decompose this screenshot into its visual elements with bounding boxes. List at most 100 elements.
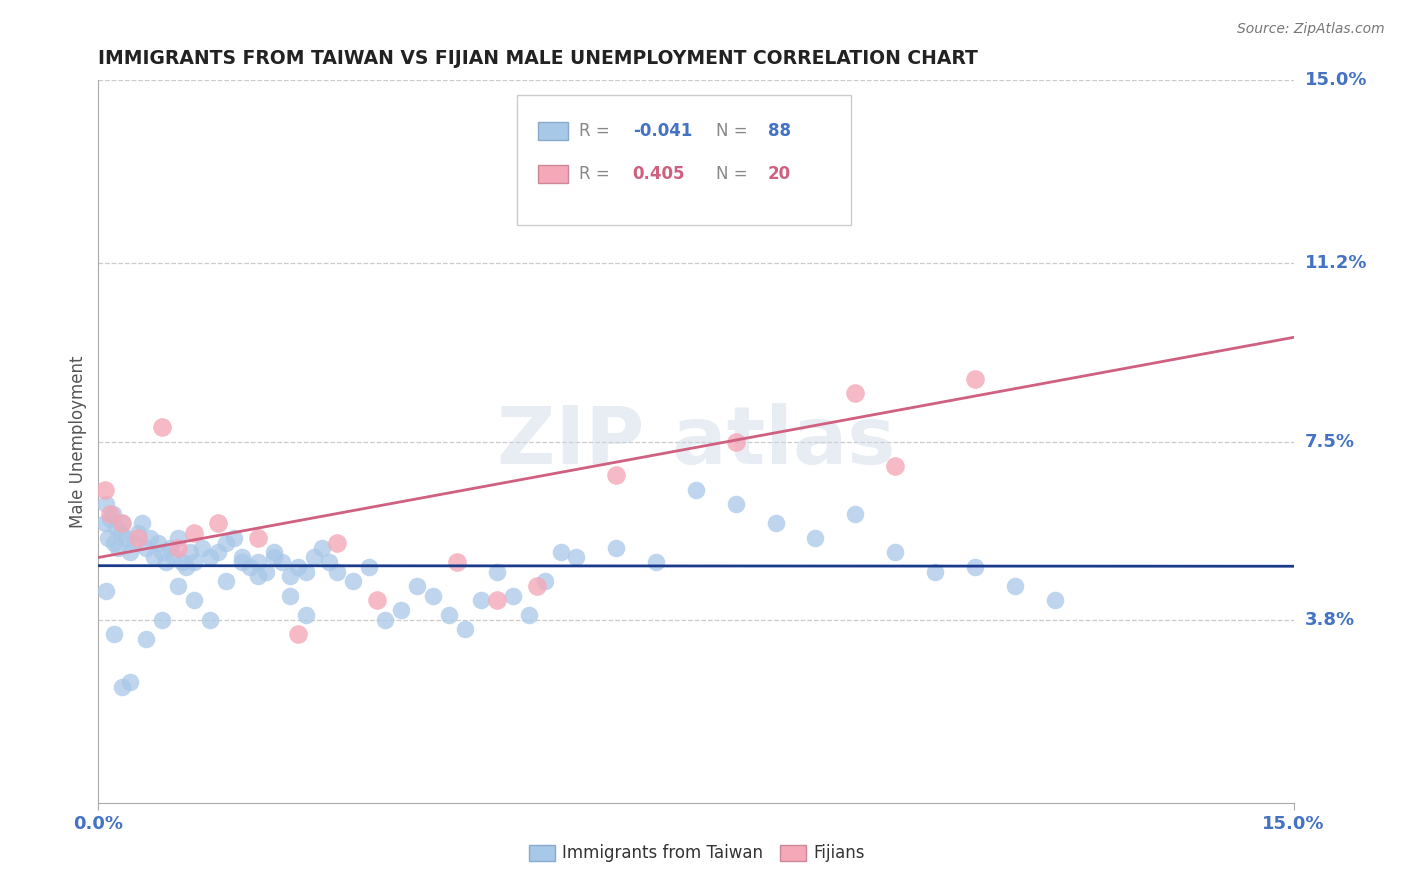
Text: Immigrants from Taiwan: Immigrants from Taiwan [562, 845, 763, 863]
Point [685, 483, 707, 497]
Point [120, 675, 142, 690]
Text: 3.8%: 3.8% [1305, 611, 1355, 629]
Point [96, 497, 118, 511]
Point [207, 545, 229, 559]
Point [110, 526, 132, 541]
Point [605, 541, 627, 555]
Point [127, 531, 149, 545]
Point [342, 574, 364, 589]
Point [924, 565, 946, 579]
Point [533, 574, 555, 589]
Point [120, 545, 142, 559]
Point [94, 516, 117, 531]
Point [844, 507, 866, 521]
FancyBboxPatch shape [517, 95, 852, 225]
Point [422, 589, 444, 603]
Point [254, 565, 277, 579]
Point [884, 545, 907, 559]
Point [98, 507, 122, 521]
Point [645, 555, 668, 569]
Point [294, 607, 316, 622]
Point [765, 516, 787, 531]
Point [179, 545, 201, 559]
Point [326, 565, 349, 579]
Point [167, 579, 190, 593]
Point [446, 555, 468, 569]
Point [311, 541, 333, 555]
Point [107, 541, 129, 555]
Point [124, 535, 146, 549]
Point [239, 559, 262, 574]
Text: R =: R = [579, 165, 614, 183]
Point [198, 550, 221, 565]
Point [143, 550, 166, 565]
Point [502, 589, 524, 603]
Point [183, 526, 205, 541]
Point [207, 516, 229, 531]
Point [1004, 579, 1026, 593]
Point [191, 541, 214, 555]
Text: 15.0%: 15.0% [1305, 71, 1367, 89]
Text: N =: N = [716, 122, 754, 140]
Point [326, 535, 349, 549]
Point [198, 613, 221, 627]
Point [724, 497, 747, 511]
Bar [529, 846, 555, 862]
Text: IMMIGRANTS FROM TAIWAN VS FIJIAN MALE UNEMPLOYMENT CORRELATION CHART: IMMIGRANTS FROM TAIWAN VS FIJIAN MALE UN… [98, 48, 979, 68]
Text: 7.5%: 7.5% [1305, 433, 1354, 450]
Point [215, 574, 238, 589]
Point [605, 468, 627, 483]
Point [222, 531, 245, 545]
Point [139, 531, 162, 545]
Point [131, 516, 153, 531]
Point [366, 593, 388, 607]
Point [302, 550, 325, 565]
Point [246, 531, 269, 545]
Text: 88: 88 [768, 122, 790, 140]
Text: N =: N = [716, 165, 754, 183]
Point [565, 550, 588, 565]
Point [98, 511, 122, 525]
Point [437, 607, 460, 622]
Point [150, 545, 173, 559]
Point [804, 531, 827, 545]
Point [406, 579, 429, 593]
Point [135, 632, 157, 646]
Point [159, 541, 181, 555]
Point [263, 545, 285, 559]
Point [150, 420, 173, 434]
Point [215, 535, 238, 549]
Point [94, 483, 117, 497]
Text: 0.405: 0.405 [633, 165, 685, 183]
Point [485, 593, 508, 607]
Point [359, 559, 381, 574]
Point [103, 535, 125, 549]
Point [111, 516, 134, 531]
Text: Fijians: Fijians [813, 845, 865, 863]
Text: Source: ZipAtlas.com: Source: ZipAtlas.com [1237, 22, 1385, 37]
Point [97, 531, 120, 545]
Text: 11.2%: 11.2% [1305, 254, 1367, 272]
Point [103, 627, 125, 641]
Point [101, 507, 124, 521]
Point [963, 372, 986, 386]
Point [246, 569, 269, 583]
Point [526, 579, 548, 593]
Point [127, 526, 149, 541]
Y-axis label: Male Unemployment: Male Unemployment [69, 355, 87, 528]
Text: 20: 20 [768, 165, 790, 183]
Point [148, 535, 170, 549]
Point [104, 521, 127, 535]
Point [231, 550, 253, 565]
Bar [538, 165, 568, 183]
Point [246, 555, 269, 569]
Point [374, 613, 396, 627]
Point [231, 555, 253, 569]
Point [167, 531, 190, 545]
Point [724, 434, 747, 449]
Bar [538, 122, 568, 140]
Point [294, 565, 316, 579]
Point [174, 559, 197, 574]
Point [963, 559, 986, 574]
Point [884, 458, 907, 473]
